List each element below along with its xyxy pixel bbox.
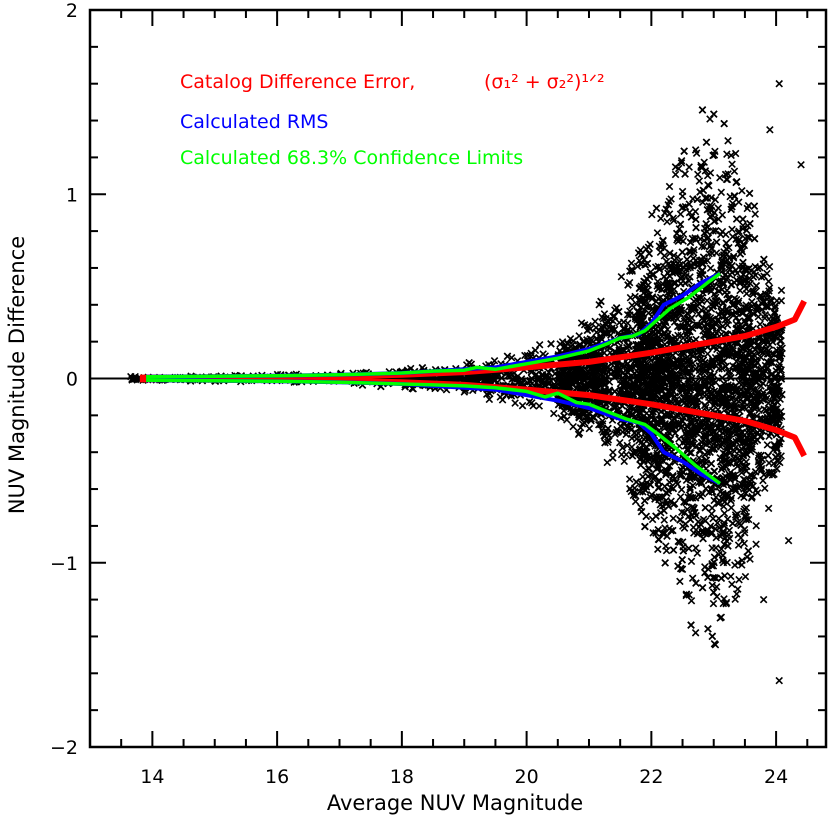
data-point — [728, 225, 736, 234]
data-point — [716, 173, 724, 182]
data-point — [626, 311, 634, 319]
data-point — [688, 574, 697, 582]
data-point — [680, 524, 689, 532]
data-point — [674, 164, 683, 173]
data-point — [633, 262, 642, 271]
data-point — [710, 387, 719, 396]
data-point — [626, 293, 635, 302]
data-point — [734, 541, 743, 549]
data-point — [708, 504, 716, 512]
data-point — [736, 286, 744, 295]
data-point — [740, 539, 749, 548]
data-point — [724, 368, 733, 377]
data-point — [569, 422, 577, 431]
data-point — [759, 476, 767, 485]
data-point — [657, 214, 665, 223]
data-point — [535, 341, 544, 349]
data-point — [490, 357, 499, 365]
data-point — [727, 503, 736, 512]
data-point — [653, 229, 662, 237]
data-point — [687, 557, 696, 566]
data-point — [685, 208, 694, 217]
data-point — [691, 544, 700, 552]
data-point — [664, 201, 673, 209]
data-point — [694, 170, 702, 179]
data-point — [623, 310, 632, 319]
data-point — [764, 504, 773, 513]
data-point — [507, 353, 516, 362]
data-point — [531, 346, 540, 355]
data-point — [648, 210, 656, 219]
data-point — [708, 581, 717, 590]
data-point — [663, 217, 671, 226]
data-point — [752, 540, 760, 548]
data-point — [714, 204, 723, 212]
data-point — [756, 320, 764, 329]
data-point — [685, 163, 693, 171]
data-point — [731, 561, 739, 569]
data-point — [731, 149, 740, 158]
data-point — [617, 450, 626, 459]
data-point — [599, 314, 608, 323]
data-point — [623, 441, 632, 450]
data-point — [669, 526, 677, 535]
data-point — [749, 482, 757, 490]
data-point — [729, 252, 738, 261]
data-point — [695, 177, 704, 185]
data-point — [710, 639, 719, 648]
data-point — [691, 207, 700, 216]
data-point — [703, 350, 712, 358]
data-point — [687, 596, 696, 605]
data-point — [535, 402, 544, 410]
data-point — [631, 497, 640, 506]
data-point — [727, 572, 735, 581]
data-point — [711, 195, 720, 204]
data-point — [735, 198, 743, 206]
data-point — [693, 549, 702, 557]
data-point — [738, 187, 746, 195]
data-point — [776, 458, 784, 467]
data-point — [677, 485, 686, 494]
data-point — [741, 572, 750, 581]
data-point — [644, 309, 653, 317]
data-point — [676, 493, 685, 501]
data-point — [727, 151, 735, 160]
data-point — [717, 188, 726, 197]
